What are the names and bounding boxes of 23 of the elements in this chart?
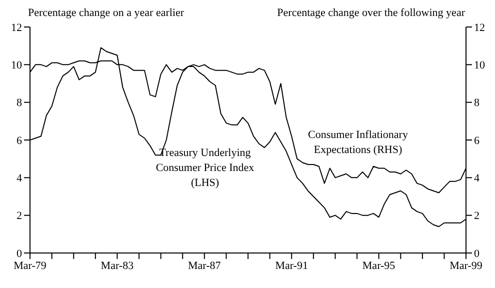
y-tick-label: 0 [16,248,22,260]
y-tick-label: 12 [11,22,22,34]
x-tick-label: Mar-83 [100,260,134,272]
x-tick-label: Mar-95 [362,260,396,272]
y2-tick-label: 10 [474,60,486,72]
y-tick-label: 10 [11,60,22,72]
series-label: Consumer Inflationary Expectations (RHS) [307,128,409,158]
y-tick-label: 8 [16,97,22,110]
y2-tick-label: 2 [474,210,480,222]
y2-tick-label: 4 [474,172,480,185]
y-tick-label: 6 [16,134,22,147]
y2-tick-label: 0 [474,248,480,260]
x-tick-label: Mar-91 [275,260,308,272]
x-tick-label: Mar-99 [450,260,483,272]
y2-axis-title: Percentage change over the following year [277,7,465,19]
y-tick-label: 2 [16,210,22,222]
y-axis-title: Percentage change on a year earlier [28,7,184,19]
x-tick-label: Mar-79 [14,260,47,272]
y2-tick-label: 6 [474,134,480,147]
y-tick-label: 4 [16,172,22,185]
y2-tick-label: 8 [474,97,480,110]
x-tick-label: Mar-87 [188,260,222,272]
y2-tick-label: 12 [474,22,485,34]
